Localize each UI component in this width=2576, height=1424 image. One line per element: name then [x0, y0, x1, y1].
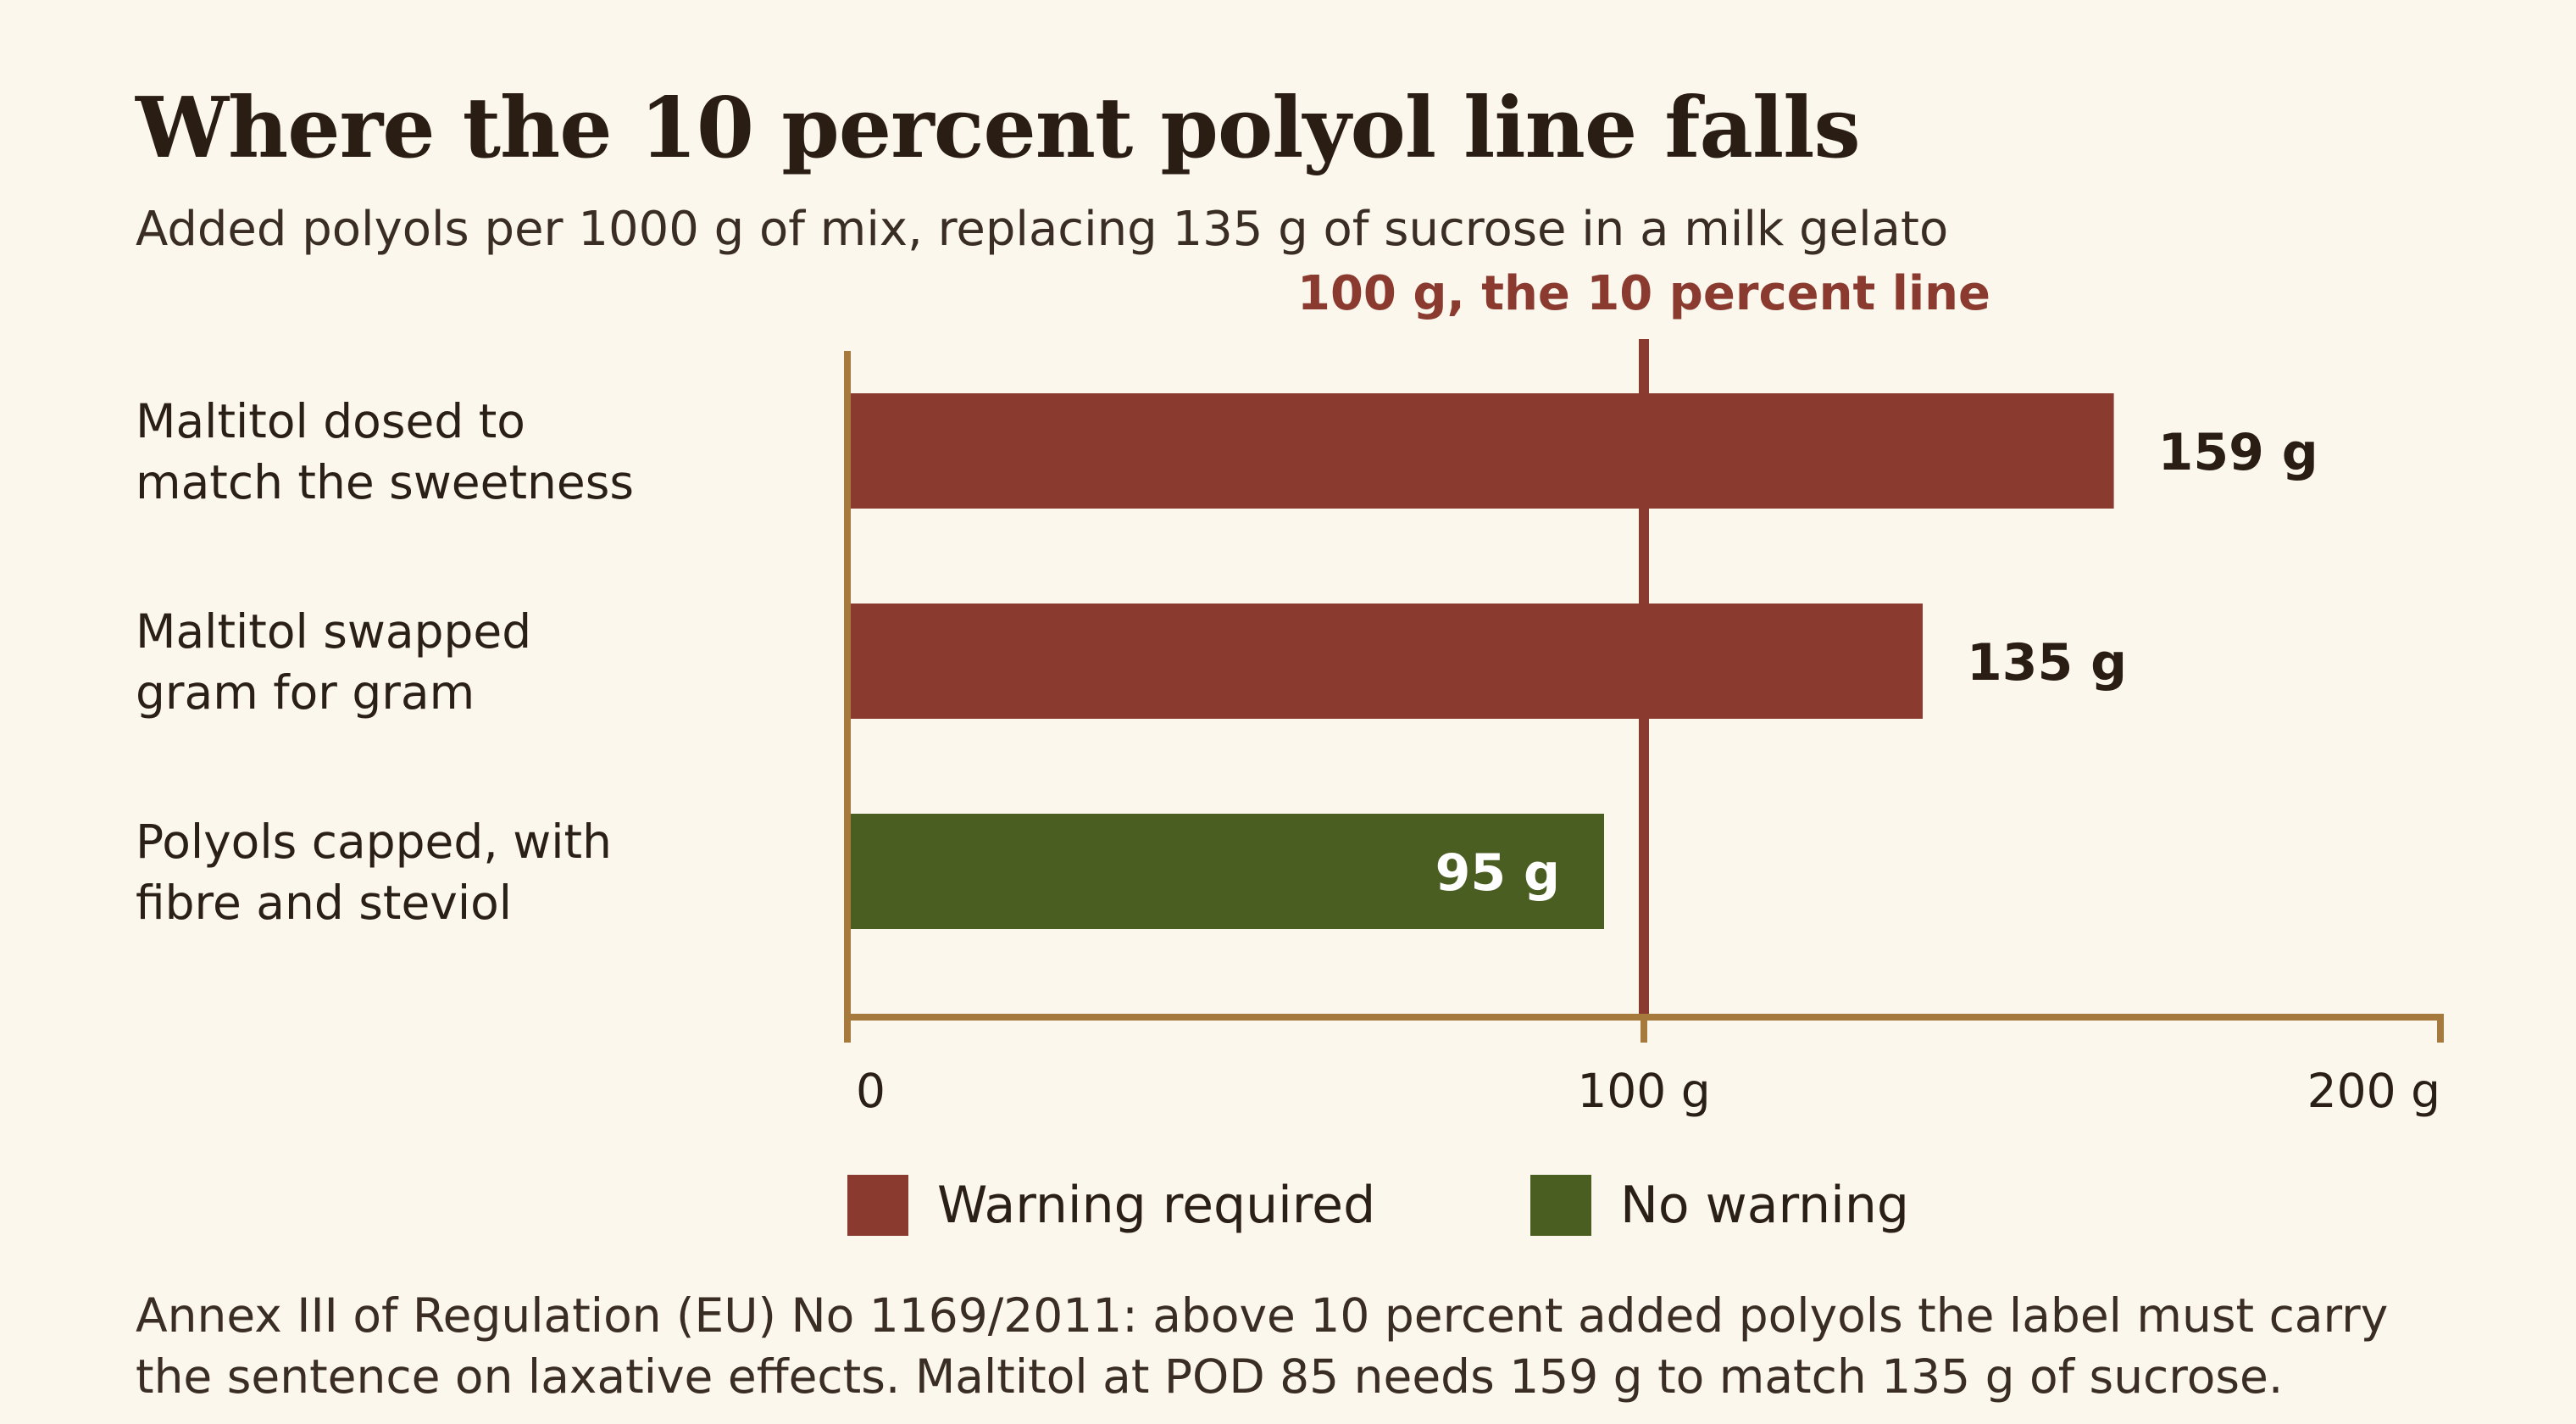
category-label-2-line-2: gram for gram [136, 665, 475, 720]
x-tick-label-1: 0 [856, 1064, 886, 1118]
category-label-2-line-1: Maltitol swapped [136, 604, 531, 659]
bar-chart: Maltitol dosed to match the sweetness 159 … [136, 266, 2444, 1236]
bar-2 [847, 604, 1923, 719]
legend-swatch-no-warning [1530, 1175, 1591, 1236]
x-tick-label-2: 100 g [1577, 1064, 1710, 1118]
chart-subtitle: Added polyols per 1000 g of mix, replaci… [136, 202, 1949, 257]
legend-label-warning: Warning required [937, 1176, 1375, 1235]
x-tick-label-3: 200 g [2307, 1064, 2440, 1118]
value-label-3: 95 g [1435, 843, 1560, 903]
footnote-line-2: the sentence on laxative effects. Maltit… [136, 1349, 2284, 1404]
category-label-3-line-2: fibre and steviol [136, 876, 512, 930]
legend-swatch-warning [847, 1175, 908, 1236]
footnote: Annex III of Regulation (EU) No 1169/201… [136, 1285, 2474, 1407]
chart-title: Where the 10 percent polyol line falls [136, 80, 1861, 177]
bar-1 [847, 393, 2114, 509]
value-label-1: 159 g [2158, 423, 2318, 482]
category-label-1-line-1: Maltitol dosed to [136, 394, 525, 448]
legend-label-no-warning: No warning [1620, 1176, 1909, 1235]
value-label-2: 135 g [1967, 633, 2127, 693]
bar-3 [847, 814, 1604, 929]
category-label-3-line-1: Polyols capped, with [136, 815, 612, 869]
footnote-line-1: Annex III of Regulation (EU) No 1169/201… [136, 1288, 2389, 1343]
reference-line-label: 100 g, the 10 percent line [1297, 266, 1990, 321]
category-label-1-line-2: match the sweetness [136, 455, 634, 509]
